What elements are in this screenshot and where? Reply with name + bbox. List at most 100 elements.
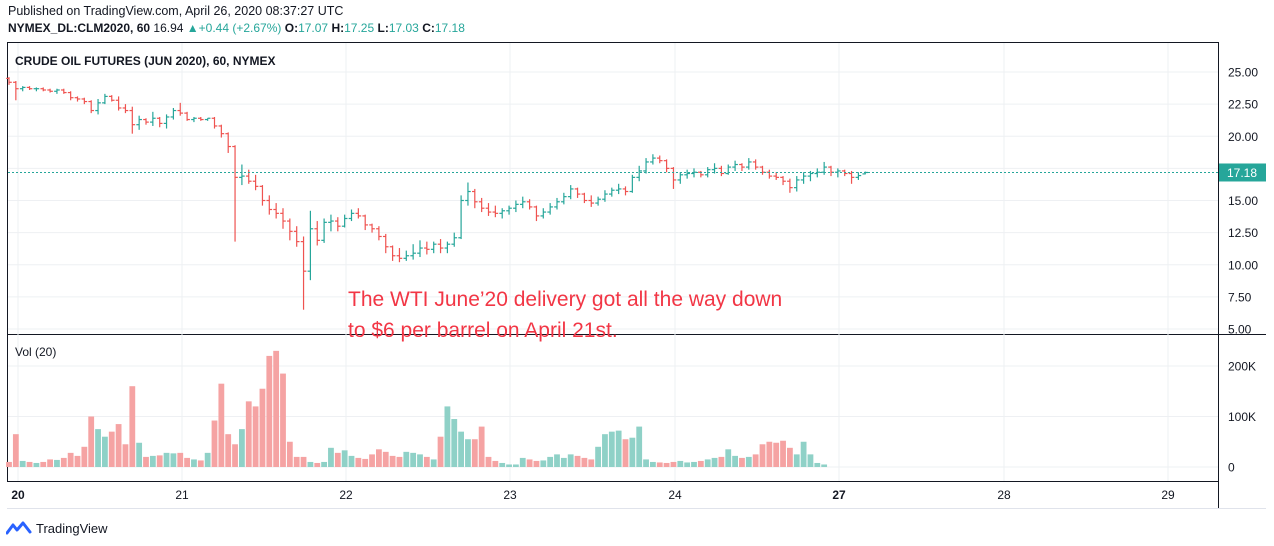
ohlc-bar — [362, 214, 368, 231]
volume-bar — [800, 441, 807, 467]
annotation-line-2: to $6 per barrel on April 21st. — [348, 319, 618, 342]
volume-bar — [122, 444, 129, 467]
ohlc-bar — [341, 214, 348, 228]
ohlc-bar — [6, 77, 12, 85]
ohlc-bar — [61, 88, 67, 94]
volume-bar — [60, 457, 67, 467]
volume-bar — [334, 452, 341, 467]
ohlc-bar — [389, 245, 396, 261]
ohlc-bar — [348, 209, 355, 222]
volume-bar — [33, 462, 40, 467]
price-tick-label: 10.00 — [1228, 258, 1258, 272]
ohlc-bar — [376, 226, 382, 241]
ohlc-bar — [670, 167, 677, 189]
ohlc-bar — [437, 239, 444, 254]
volume-bar — [348, 455, 355, 467]
ohlc-bar — [513, 200, 519, 213]
volume-bar — [574, 455, 581, 467]
volume-bar — [471, 439, 478, 467]
time-tick-label: 28 — [997, 488, 1011, 502]
ohlc-bar — [88, 100, 94, 114]
ohlc-bar — [492, 205, 499, 218]
ohlc-bar — [711, 163, 718, 174]
volume-bar — [656, 462, 663, 467]
volume-bar — [328, 447, 334, 467]
volume-bar — [149, 455, 156, 467]
ohlc-bar — [239, 164, 245, 186]
volume-bar — [67, 452, 74, 467]
volume-bar — [807, 454, 814, 467]
volume-bar — [766, 441, 773, 467]
volume-bars — [6, 350, 828, 467]
volume-bar — [814, 462, 821, 467]
price-tick-label: 20.00 — [1228, 130, 1258, 144]
volume-bar — [506, 464, 512, 467]
volume-bar — [266, 355, 273, 467]
ohlc-bar — [54, 88, 60, 94]
time-tick-label: 21 — [175, 488, 189, 502]
volume-tick-label: 0 — [1228, 461, 1235, 475]
volume-bar — [129, 386, 136, 467]
ohlc-bar — [102, 93, 108, 105]
ohlc-bar — [451, 232, 458, 247]
price-tick-label: 7.50 — [1228, 290, 1252, 304]
ohlc-bar — [184, 111, 190, 121]
ohlc-bar — [382, 233, 389, 254]
volume-bar — [663, 462, 670, 467]
volume-bar — [204, 452, 211, 467]
ohlc-bar — [211, 116, 218, 129]
volume-bar — [396, 456, 403, 467]
published-info: Published on TradingView.com, April 26, … — [8, 4, 344, 18]
ohlc-bar — [458, 195, 464, 240]
grid-lines — [8, 43, 1218, 481]
volume-bar — [102, 436, 108, 467]
ohlc-bar — [287, 218, 293, 241]
ohlc-bar — [684, 169, 690, 179]
volume-bar — [245, 401, 252, 467]
volume-bar — [581, 457, 588, 467]
ohlc-bar — [732, 160, 738, 171]
ohlc-bar — [650, 154, 656, 165]
time-tick-label: 20 — [11, 488, 25, 502]
volume-bar — [259, 388, 266, 467]
ohlc-bar — [622, 186, 629, 196]
open-label: O: — [284, 21, 299, 35]
high-label: H: — [331, 21, 345, 35]
volume-bar — [54, 459, 60, 467]
footer-brand[interactable]: TradingView — [6, 518, 108, 538]
ohlc-bar — [554, 197, 560, 210]
chart-frame — [7, 42, 1219, 482]
time-tick-label: 23 — [503, 488, 517, 502]
ohlc-bar — [739, 163, 745, 171]
volume-bar — [554, 454, 560, 467]
volume-bar — [12, 434, 19, 467]
ohlc-bar — [540, 208, 547, 219]
volume-bar — [513, 464, 519, 467]
volume-bar — [156, 455, 163, 467]
ohlc-bar — [328, 214, 334, 232]
volume-bar — [588, 459, 595, 467]
volume-bar — [19, 460, 26, 467]
volume-bar — [526, 459, 533, 467]
volume-bar — [376, 449, 382, 467]
ohlc-bar — [567, 185, 574, 200]
ohlc-bar — [643, 158, 649, 174]
ohlc-bar — [855, 172, 862, 180]
volume-bar — [184, 457, 190, 467]
ohlc-bar — [609, 187, 615, 197]
ohlc-bar — [698, 170, 704, 178]
ohlc-bar — [252, 174, 259, 191]
volume-bar — [492, 460, 499, 467]
volume-bar — [458, 431, 464, 467]
volume-bar — [362, 458, 369, 467]
ohlc-bar — [424, 241, 430, 255]
ohlc-bar — [67, 91, 74, 101]
volume-bar — [793, 454, 800, 467]
ohlc-bar — [656, 155, 663, 164]
price-tick-label: 5.00 — [1228, 323, 1252, 337]
ohlc-bar — [602, 190, 608, 202]
volume-bar — [773, 442, 780, 467]
volume-bar — [547, 456, 554, 467]
ohlc-bar — [746, 158, 752, 170]
volume-bar — [739, 457, 745, 467]
